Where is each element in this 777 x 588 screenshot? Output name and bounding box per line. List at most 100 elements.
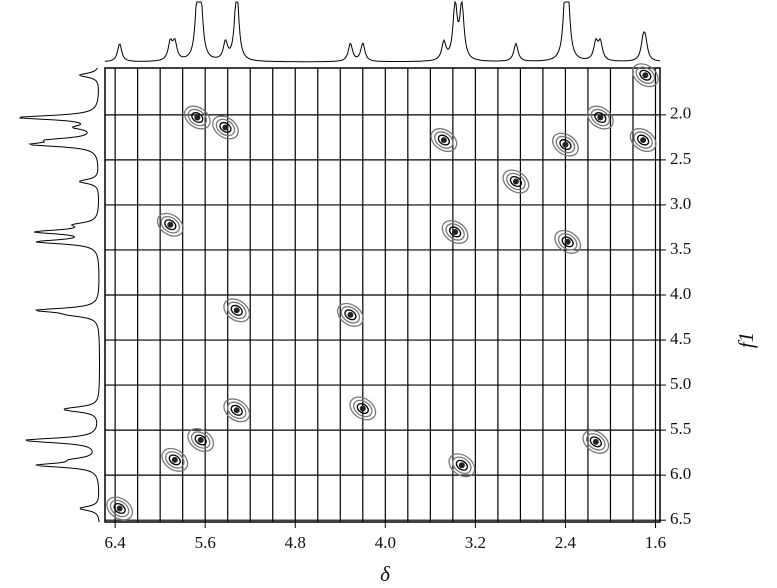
contour-ring [212,115,239,140]
top-projection [104,0,661,63]
contour-ring [639,69,652,81]
x-tick-label: 4.8 [285,533,306,552]
contour-ring [194,434,207,446]
contour-ring [223,298,251,323]
contour-ring [187,108,208,127]
contour-ring [109,499,130,518]
cross-peak [592,438,599,445]
contour-ring [594,112,607,124]
x-tick-label: 1.6 [645,533,666,552]
contour-ring [441,219,469,244]
contour-ring [223,398,251,423]
contour-ring [106,496,134,521]
contour-ring [430,128,458,153]
cross-peak [458,462,465,469]
contour-ring [349,396,377,421]
contour-ring [353,399,373,418]
cross-peak [452,228,459,235]
contour-ring [586,433,606,451]
contour-ring [336,302,364,327]
contour-ring [509,175,523,188]
contour-ring [455,459,468,471]
y-tick-label: 3.0 [670,194,691,213]
contour-ring [555,135,576,154]
contour-ring [448,453,476,478]
y-tick-label: 6.5 [670,509,691,528]
cross-peak [167,221,174,228]
contour-ring [452,456,472,475]
y-tick-label: 3.5 [670,239,691,258]
contour-ring [190,431,211,449]
x-tick-label: 6.4 [105,533,127,552]
contour-ring [187,428,215,453]
contour-ring [445,223,465,241]
contour-ring [633,131,653,149]
y-tick-label: 4.0 [670,284,691,303]
contour-ring [226,401,247,420]
contour-ring [340,306,361,324]
contour-ring [164,219,177,231]
left-projection [18,67,100,523]
contour-ring [230,304,243,316]
cross-peak [642,72,649,79]
contour-ring [629,128,657,153]
x-axis-label: δ [380,562,391,586]
contour-ring [552,132,579,157]
cross-peak [233,307,240,314]
contour-ring [502,169,530,194]
y-tick-label: 2.5 [670,149,691,168]
contour-ring [506,172,526,191]
contour-ring [161,447,189,472]
contour-ring [356,402,369,415]
contour-ring [636,134,650,146]
cross-peak [194,114,201,121]
cross-peak [116,505,123,512]
cross-peak [359,405,366,412]
contour-ring [586,105,614,130]
y-tick-label: 6.0 [670,464,691,483]
x-tick-label: 4.0 [375,533,396,552]
contour-ring [554,229,582,254]
x-tick-label: 3.2 [465,533,486,552]
contour-ring [590,108,611,127]
contour-ring [557,233,578,251]
contour-ring [191,112,204,124]
cross-peak [512,178,519,185]
cross-peak [440,137,447,144]
contour-ring [561,236,574,248]
contour-ring [160,215,181,234]
cross-peak [233,407,240,414]
cross-peak [197,437,204,444]
contour-ring [344,309,357,321]
contour-ring [156,212,184,237]
contour-ring [165,451,185,469]
plot-frame [104,67,661,523]
cross-peak [347,311,354,318]
contour-ring [582,429,610,454]
contour-ring [437,134,450,146]
cross-peak [597,114,604,121]
x-tick-label: 5.6 [195,533,216,552]
cross-peak [222,124,229,131]
y-tick-label: 5.5 [670,419,691,438]
cross-peak [562,141,569,148]
y-tick-label: 5.0 [670,374,691,393]
contour-ring [215,118,236,137]
x-tick-label: 2.4 [555,533,577,552]
contour-ring [230,404,243,416]
contour-ring [448,226,462,238]
contour-ring [168,454,181,466]
contour-ring [589,436,602,448]
cross-peak [564,238,571,245]
contour-ring [559,139,572,151]
y-tick-label: 2.0 [670,104,691,123]
y-axis-label: f1 [734,332,758,348]
cross-peak [640,137,647,144]
contour-ring [183,105,211,130]
contour-ring [113,502,126,515]
contour-ring [219,121,232,133]
cross-peak [171,456,178,463]
contour-ring [635,66,656,84]
contour-ring [226,301,247,320]
contour-ring [631,63,659,88]
